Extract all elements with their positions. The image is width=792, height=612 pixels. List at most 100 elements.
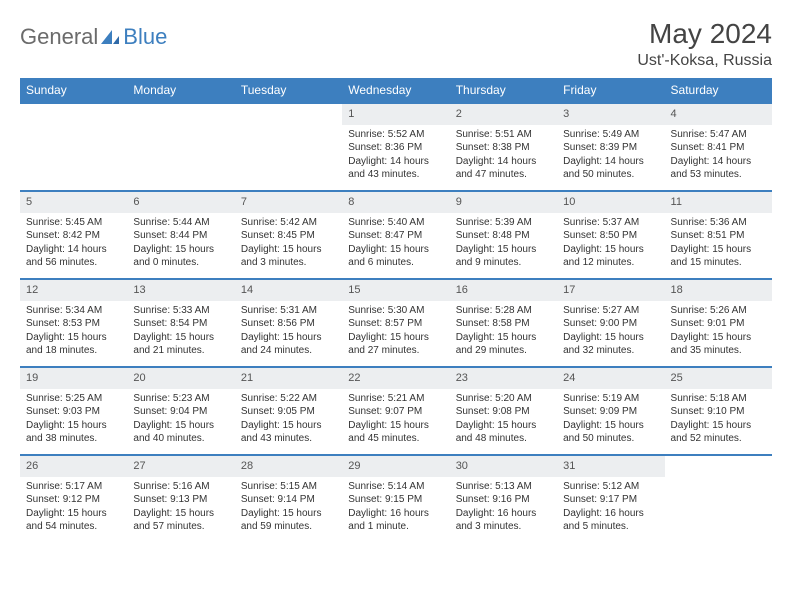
day-dl2: and 43 minutes.: [348, 168, 443, 182]
day-ss: Sunset: 9:10 PM: [671, 405, 766, 419]
day-body: Sunrise: 5:44 AMSunset: 8:44 PMDaylight:…: [127, 213, 234, 274]
day-ss: Sunset: 8:51 PM: [671, 229, 766, 243]
calendar-cell: [235, 103, 342, 191]
day-number: 21: [235, 368, 342, 389]
day-ss: Sunset: 9:01 PM: [671, 317, 766, 331]
calendar-cell: 9Sunrise: 5:39 AMSunset: 8:48 PMDaylight…: [450, 191, 557, 279]
day-dl1: Daylight: 15 hours: [133, 507, 228, 521]
calendar-cell: 22Sunrise: 5:21 AMSunset: 9:07 PMDayligh…: [342, 367, 449, 455]
day-dl2: and 6 minutes.: [348, 256, 443, 270]
day-sr: Sunrise: 5:26 AM: [671, 304, 766, 318]
weekday-header: Saturday: [665, 78, 772, 103]
day-sr: Sunrise: 5:47 AM: [671, 128, 766, 142]
day-dl1: Daylight: 14 hours: [563, 155, 658, 169]
day-dl2: and 50 minutes.: [563, 432, 658, 446]
calendar-cell: 24Sunrise: 5:19 AMSunset: 9:09 PMDayligh…: [557, 367, 664, 455]
day-dl2: and 18 minutes.: [26, 344, 121, 358]
day-dl2: and 57 minutes.: [133, 520, 228, 534]
day-ss: Sunset: 8:57 PM: [348, 317, 443, 331]
day-body: Sunrise: 5:51 AMSunset: 8:38 PMDaylight:…: [450, 125, 557, 186]
day-ss: Sunset: 9:07 PM: [348, 405, 443, 419]
day-dl2: and 47 minutes.: [456, 168, 551, 182]
day-ss: Sunset: 8:44 PM: [133, 229, 228, 243]
day-number: 27: [127, 456, 234, 477]
weekday-header: Sunday: [20, 78, 127, 103]
calendar-cell: 4Sunrise: 5:47 AMSunset: 8:41 PMDaylight…: [665, 103, 772, 191]
day-sr: Sunrise: 5:16 AM: [133, 480, 228, 494]
calendar-cell: 27Sunrise: 5:16 AMSunset: 9:13 PMDayligh…: [127, 455, 234, 543]
day-sr: Sunrise: 5:34 AM: [26, 304, 121, 318]
day-dl1: Daylight: 15 hours: [133, 419, 228, 433]
day-sr: Sunrise: 5:44 AM: [133, 216, 228, 230]
day-dl1: Daylight: 15 hours: [241, 419, 336, 433]
day-ss: Sunset: 8:38 PM: [456, 141, 551, 155]
calendar-cell: 15Sunrise: 5:30 AMSunset: 8:57 PMDayligh…: [342, 279, 449, 367]
day-ss: Sunset: 8:39 PM: [563, 141, 658, 155]
day-ss: Sunset: 8:58 PM: [456, 317, 551, 331]
calendar-row: 5Sunrise: 5:45 AMSunset: 8:42 PMDaylight…: [20, 191, 772, 279]
day-sr: Sunrise: 5:33 AM: [133, 304, 228, 318]
day-sr: Sunrise: 5:40 AM: [348, 216, 443, 230]
day-dl1: Daylight: 15 hours: [348, 419, 443, 433]
day-dl1: Daylight: 15 hours: [241, 243, 336, 257]
day-dl2: and 29 minutes.: [456, 344, 551, 358]
calendar-cell: 14Sunrise: 5:31 AMSunset: 8:56 PMDayligh…: [235, 279, 342, 367]
day-sr: Sunrise: 5:14 AM: [348, 480, 443, 494]
day-dl2: and 45 minutes.: [348, 432, 443, 446]
day-dl2: and 43 minutes.: [241, 432, 336, 446]
day-dl2: and 32 minutes.: [563, 344, 658, 358]
month-title: May 2024: [637, 18, 772, 50]
calendar-cell: 13Sunrise: 5:33 AMSunset: 8:54 PMDayligh…: [127, 279, 234, 367]
day-dl1: Daylight: 15 hours: [671, 243, 766, 257]
day-body: Sunrise: 5:18 AMSunset: 9:10 PMDaylight:…: [665, 389, 772, 450]
day-number: 20: [127, 368, 234, 389]
day-body: Sunrise: 5:16 AMSunset: 9:13 PMDaylight:…: [127, 477, 234, 538]
calendar-cell: 31Sunrise: 5:12 AMSunset: 9:17 PMDayligh…: [557, 455, 664, 543]
weekday-header: Monday: [127, 78, 234, 103]
calendar-cell: 5Sunrise: 5:45 AMSunset: 8:42 PMDaylight…: [20, 191, 127, 279]
day-sr: Sunrise: 5:51 AM: [456, 128, 551, 142]
day-number: 24: [557, 368, 664, 389]
calendar-row: 1Sunrise: 5:52 AMSunset: 8:36 PMDaylight…: [20, 103, 772, 191]
day-body: Sunrise: 5:42 AMSunset: 8:45 PMDaylight:…: [235, 213, 342, 274]
day-body: Sunrise: 5:12 AMSunset: 9:17 PMDaylight:…: [557, 477, 664, 538]
day-sr: Sunrise: 5:39 AM: [456, 216, 551, 230]
day-dl2: and 38 minutes.: [26, 432, 121, 446]
logo-text-general: General: [20, 24, 98, 50]
day-body: Sunrise: 5:39 AMSunset: 8:48 PMDaylight:…: [450, 213, 557, 274]
day-ss: Sunset: 8:54 PM: [133, 317, 228, 331]
day-dl1: Daylight: 16 hours: [348, 507, 443, 521]
location: Ust'-Koksa, Russia: [637, 52, 772, 70]
day-sr: Sunrise: 5:28 AM: [456, 304, 551, 318]
day-number: 2: [450, 104, 557, 125]
day-body: Sunrise: 5:25 AMSunset: 9:03 PMDaylight:…: [20, 389, 127, 450]
day-dl2: and 5 minutes.: [563, 520, 658, 534]
day-sr: Sunrise: 5:52 AM: [348, 128, 443, 142]
day-ss: Sunset: 9:03 PM: [26, 405, 121, 419]
day-number: 26: [20, 456, 127, 477]
day-sr: Sunrise: 5:22 AM: [241, 392, 336, 406]
day-number: 23: [450, 368, 557, 389]
day-ss: Sunset: 9:17 PM: [563, 493, 658, 507]
day-number: 4: [665, 104, 772, 125]
calendar-cell: 12Sunrise: 5:34 AMSunset: 8:53 PMDayligh…: [20, 279, 127, 367]
calendar-table: Sunday Monday Tuesday Wednesday Thursday…: [20, 78, 772, 543]
day-number: 28: [235, 456, 342, 477]
day-body: Sunrise: 5:28 AMSunset: 8:58 PMDaylight:…: [450, 301, 557, 362]
day-ss: Sunset: 9:12 PM: [26, 493, 121, 507]
calendar-row: 19Sunrise: 5:25 AMSunset: 9:03 PMDayligh…: [20, 367, 772, 455]
day-number: 8: [342, 192, 449, 213]
day-dl1: Daylight: 16 hours: [456, 507, 551, 521]
day-sr: Sunrise: 5:15 AM: [241, 480, 336, 494]
day-dl1: Daylight: 15 hours: [671, 419, 766, 433]
day-sr: Sunrise: 5:27 AM: [563, 304, 658, 318]
day-dl1: Daylight: 15 hours: [26, 331, 121, 345]
day-ss: Sunset: 8:56 PM: [241, 317, 336, 331]
day-ss: Sunset: 9:00 PM: [563, 317, 658, 331]
weekday-header: Wednesday: [342, 78, 449, 103]
day-body: Sunrise: 5:40 AMSunset: 8:47 PMDaylight:…: [342, 213, 449, 274]
calendar-cell: 1Sunrise: 5:52 AMSunset: 8:36 PMDaylight…: [342, 103, 449, 191]
logo: General Blue: [20, 24, 167, 50]
day-number: 6: [127, 192, 234, 213]
day-body: Sunrise: 5:31 AMSunset: 8:56 PMDaylight:…: [235, 301, 342, 362]
